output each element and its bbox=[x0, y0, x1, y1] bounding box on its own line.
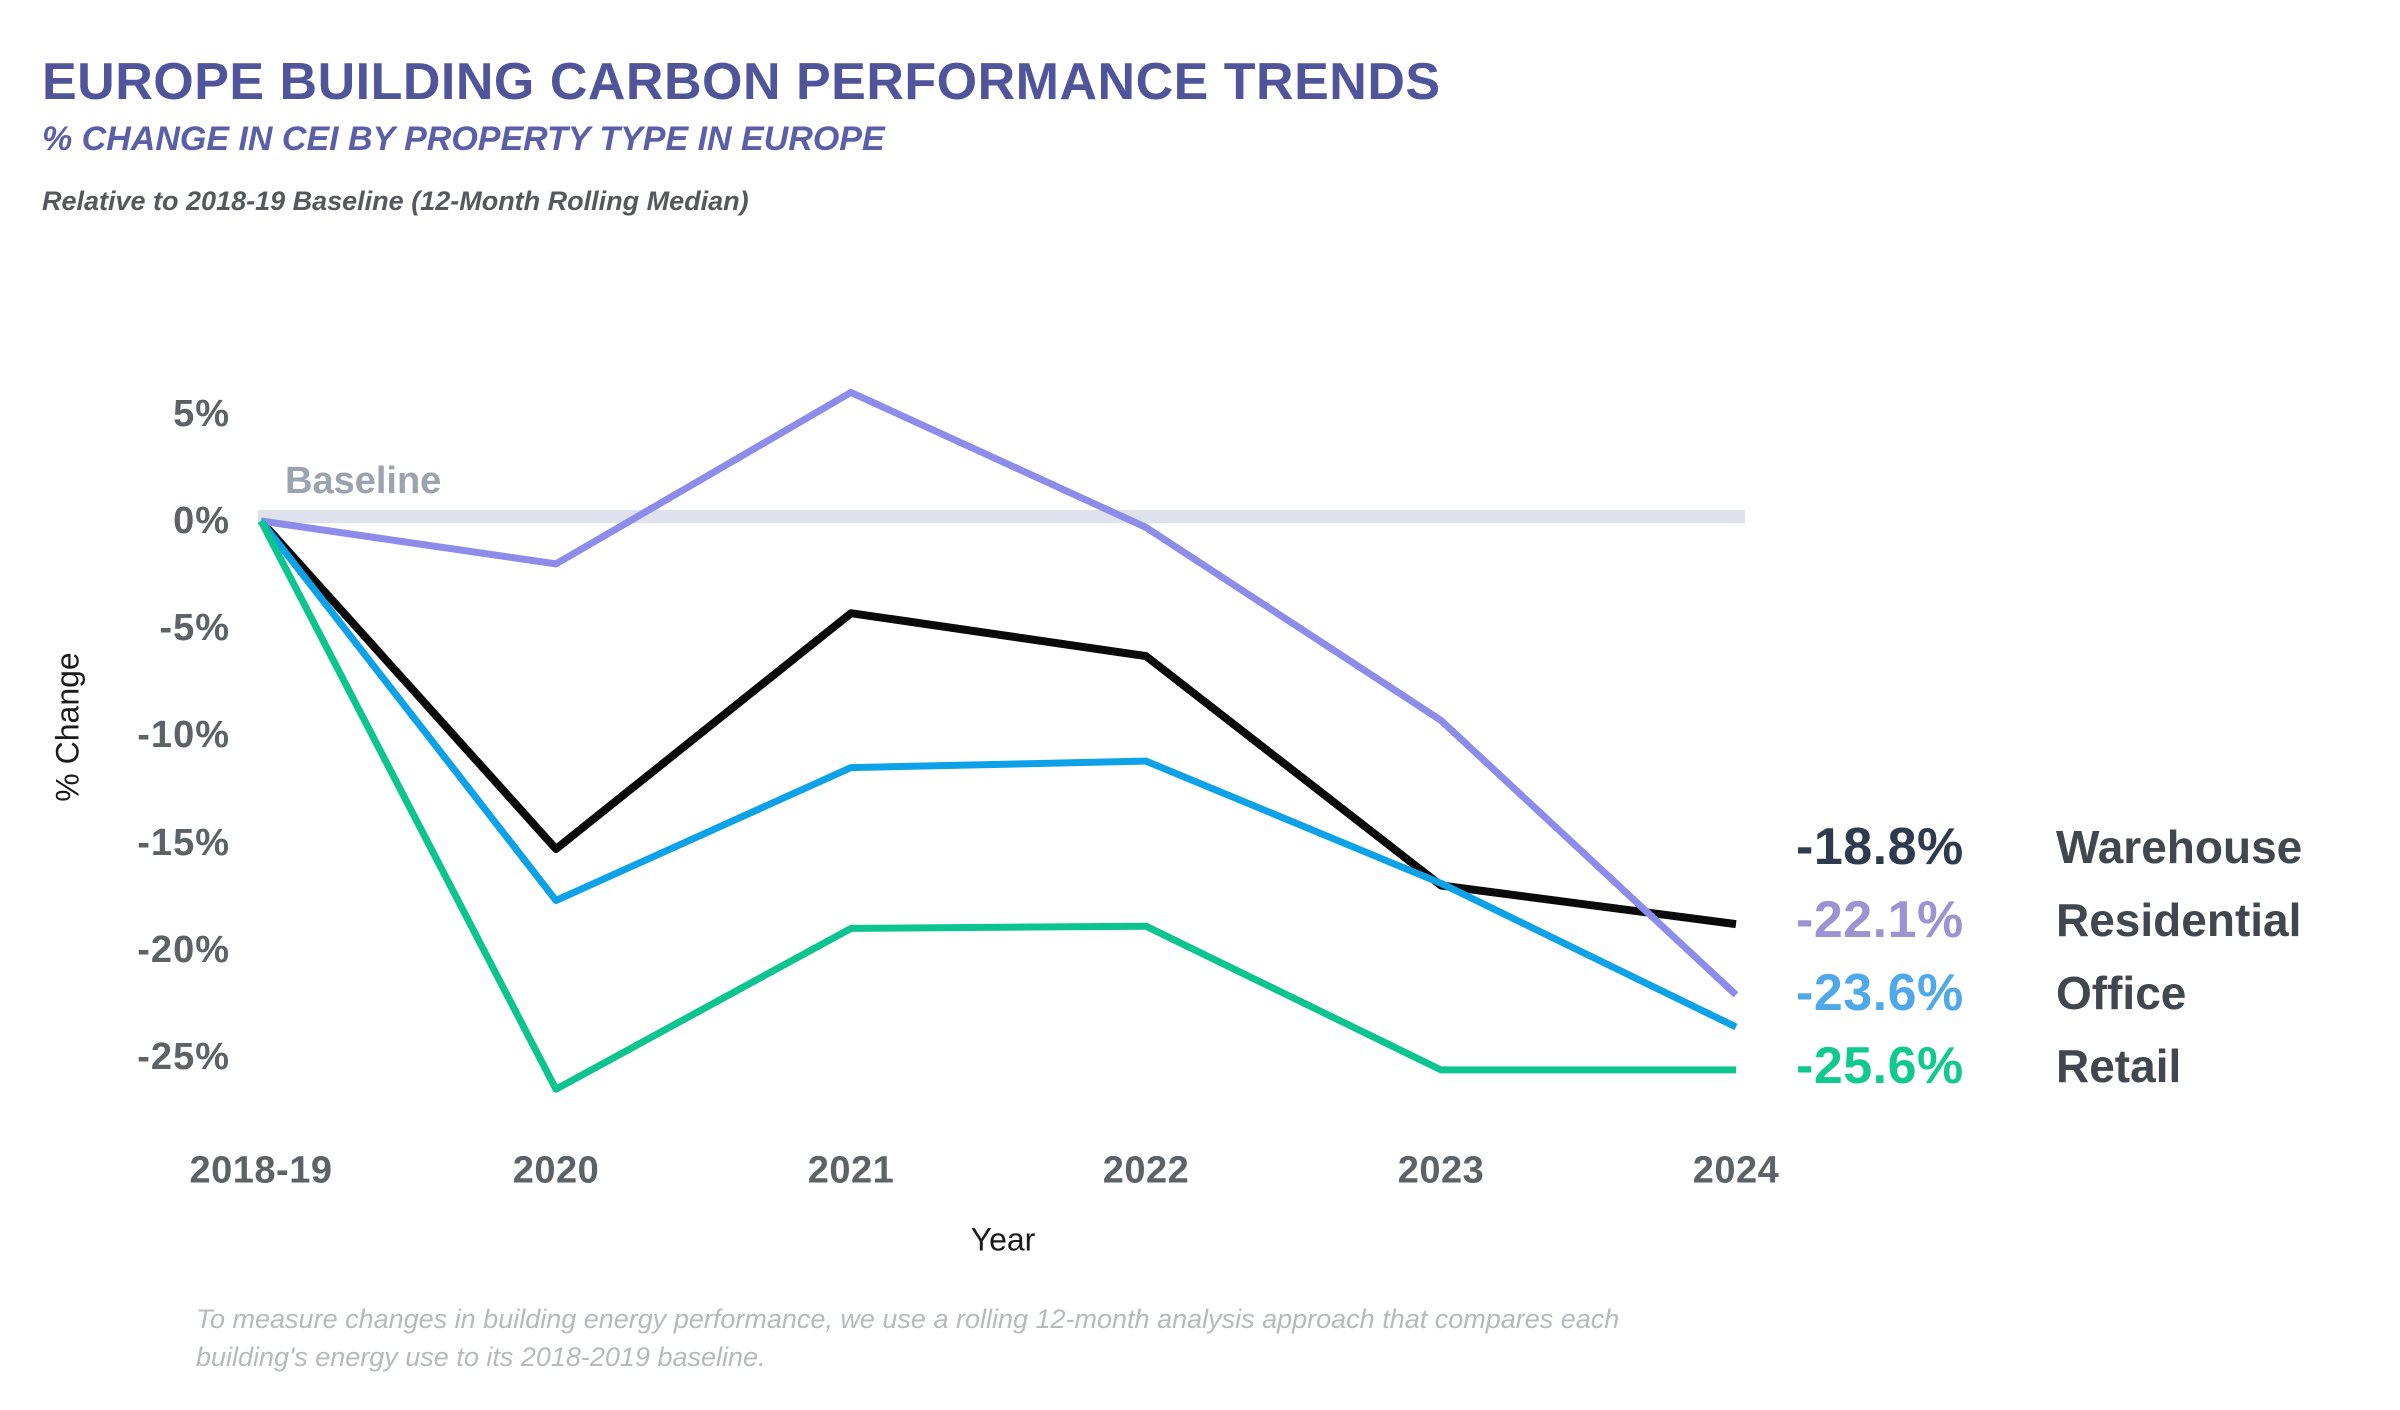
legend-series-label: Residential bbox=[2056, 893, 2302, 946]
footnote-line-1: To measure changes in building energy pe… bbox=[196, 1304, 1620, 1334]
x-tick-label: 2021 bbox=[807, 1149, 895, 1192]
y-axis-title: % Change bbox=[49, 652, 86, 802]
y-tick-label: -15% bbox=[137, 821, 230, 864]
baseline-note: Relative to 2018-19 Baseline (12-Month R… bbox=[42, 186, 749, 216]
baseline-bar bbox=[258, 510, 1745, 523]
legend-series-label: Warehouse bbox=[2056, 820, 2303, 873]
legend: -18.8% Warehouse -22.1% Residential -23.6% Of… bbox=[1796, 810, 2302, 1102]
legend-row-office: -23.6% Office bbox=[1796, 956, 2302, 1029]
legend-row-retail: -25.6% Retail bbox=[1796, 1029, 2302, 1102]
footnote-line-2: building's energy use to its 2018-2019 b… bbox=[196, 1342, 766, 1372]
y-tick-label: -10% bbox=[137, 714, 230, 757]
series-line-retail bbox=[257, 519, 1736, 1093]
legend-series-label: Retail bbox=[2056, 1039, 2182, 1092]
x-tick-label: 2023 bbox=[1397, 1149, 1485, 1192]
series-line-warehouse bbox=[258, 518, 1737, 929]
y-tick-label: -25% bbox=[137, 1036, 230, 1078]
x-tick-label: 2020 bbox=[512, 1149, 600, 1192]
x-tick-label: 2018-19 bbox=[189, 1149, 333, 1192]
x-tick-label: 2022 bbox=[1102, 1149, 1190, 1192]
x-tick-label: 2024 bbox=[1692, 1149, 1780, 1192]
footnote: To measure changes in building energy pe… bbox=[196, 1300, 1619, 1376]
y-tick-label: -20% bbox=[137, 928, 230, 971]
y-tick-label: 0% bbox=[173, 500, 230, 542]
legend-value: -25.6% bbox=[1796, 1036, 1964, 1095]
page-subtitle: % CHANGE IN CEI BY PROPERTY TYPE IN EURO… bbox=[42, 120, 885, 158]
series-line-office bbox=[258, 518, 1738, 1031]
legend-row-residential: -22.1% Residential bbox=[1796, 883, 2302, 956]
y-tick-label: 5% bbox=[173, 392, 230, 435]
x-axis-title: Year bbox=[970, 1221, 1036, 1258]
legend-row-warehouse: -18.8% Warehouse bbox=[1796, 810, 2302, 883]
legend-series-label: Office bbox=[2056, 966, 2187, 1019]
baseline-annotation: Baseline bbox=[285, 460, 442, 502]
legend-value: -18.8% bbox=[1796, 817, 1964, 876]
legend-value: -22.1% bbox=[1796, 890, 1964, 949]
legend-value: -23.6% bbox=[1796, 963, 1964, 1022]
page-title: EUROPE BUILDING CARBON PERFORMANCE TREND… bbox=[42, 53, 1441, 111]
y-tick-label: -5% bbox=[159, 607, 230, 650]
series-line-residential bbox=[260, 388, 1739, 998]
